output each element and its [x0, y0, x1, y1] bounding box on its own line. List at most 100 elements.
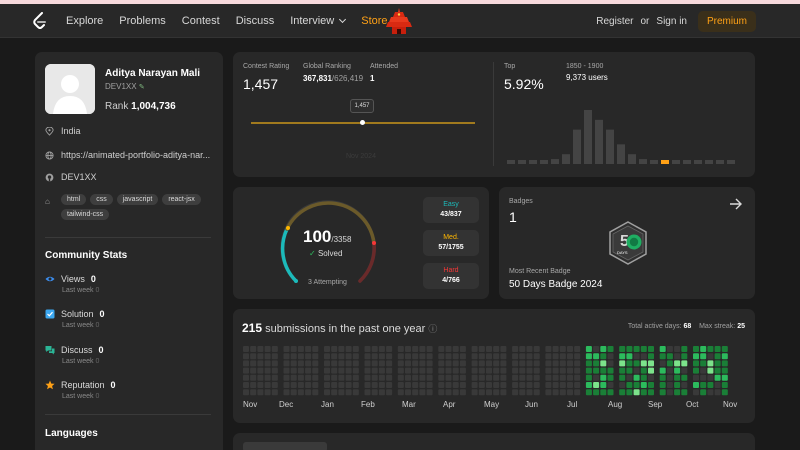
heatmap-cell[interactable] [648, 389, 654, 396]
heatmap-cell[interactable] [585, 389, 592, 396]
heatmap-cell[interactable] [640, 382, 647, 388]
heatmap-cell[interactable] [243, 389, 249, 396]
heatmap-cell[interactable] [452, 353, 459, 360]
heatmap-cell[interactable] [452, 389, 459, 396]
heatmap-cell[interactable] [519, 382, 526, 388]
heatmap-cell[interactable] [264, 353, 271, 360]
heatmap-cell[interactable] [552, 346, 559, 352]
heatmap-cell[interactable] [681, 367, 688, 374]
avatar[interactable] [45, 64, 95, 114]
heatmap-cell[interactable] [600, 367, 607, 374]
heatmap-cell[interactable] [297, 374, 304, 381]
heatmap-cell[interactable] [700, 389, 707, 396]
heatmap-cell[interactable] [600, 389, 607, 396]
heatmap-cell[interactable] [559, 353, 566, 360]
heatmap-cell[interactable] [345, 367, 352, 374]
heatmap-cell[interactable] [445, 367, 452, 374]
nav-explore[interactable]: Explore [66, 15, 104, 27]
heatmap-cell[interactable] [290, 360, 297, 367]
heatmap-cell[interactable] [500, 346, 507, 352]
heatmap-cell[interactable] [297, 353, 304, 360]
heatmap-cell[interactable] [600, 346, 607, 352]
heatmap-cell[interactable] [478, 360, 485, 367]
heatmap-cell[interactable] [693, 346, 699, 352]
heatmap-cell[interactable] [438, 382, 445, 388]
heatmap-cell[interactable] [471, 346, 478, 352]
heatmap-cell[interactable] [486, 367, 492, 374]
heatmap-cell[interactable] [619, 374, 626, 381]
heatmap-cell[interactable] [283, 353, 290, 360]
heatmap-cell[interactable] [585, 382, 592, 388]
heatmap-cell[interactable] [545, 346, 552, 352]
heatmap-cell[interactable] [693, 382, 699, 388]
heatmap-cell[interactable] [426, 367, 433, 374]
heatmap-cell[interactable] [666, 346, 673, 352]
heatmap-cell[interactable] [486, 382, 492, 388]
info-icon[interactable]: ⓘ [428, 324, 438, 334]
heatmap-cell[interactable] [633, 346, 640, 352]
heatmap-cell[interactable] [567, 382, 573, 388]
heatmap-cell[interactable] [257, 367, 264, 374]
heatmap-cell[interactable] [426, 360, 433, 367]
heatmap-cell[interactable] [297, 382, 304, 388]
heatmap-cell[interactable] [445, 353, 452, 360]
heatmap-cell[interactable] [512, 346, 519, 352]
heatmap-cell[interactable] [312, 367, 319, 374]
heatmap-cell[interactable] [593, 360, 600, 367]
heatmap-cell[interactable] [438, 353, 445, 360]
heatmap-cell[interactable] [500, 353, 507, 360]
heatmap-cell[interactable] [305, 389, 312, 396]
heatmap-cell[interactable] [519, 346, 526, 352]
heatmap-cell[interactable] [640, 374, 647, 381]
heatmap-cell[interactable] [648, 346, 654, 352]
heatmap-cell[interactable] [386, 382, 393, 388]
heatmap-cell[interactable] [545, 360, 552, 367]
heatmap-cell[interactable] [486, 374, 492, 381]
heatmap-cell[interactable] [312, 374, 319, 381]
heatmap-cell[interactable] [397, 374, 404, 381]
heatmap-cell[interactable] [626, 353, 633, 360]
heatmap-cell[interactable] [600, 360, 607, 367]
heatmap-cell[interactable] [659, 389, 666, 396]
heatmap-cell[interactable] [364, 367, 371, 374]
heatmap-cell[interactable] [338, 367, 345, 374]
heatmap-cell[interactable] [648, 353, 654, 360]
nav-store[interactable]: Store [361, 15, 400, 27]
heatmap-cell[interactable] [250, 360, 257, 367]
heatmap-cell[interactable] [338, 389, 345, 396]
heatmap-cell[interactable] [486, 346, 492, 352]
heatmap-cell[interactable] [559, 346, 566, 352]
heatmap-cell[interactable] [666, 360, 673, 367]
heatmap-cell[interactable] [619, 389, 626, 396]
heatmap-cell[interactable] [297, 360, 304, 367]
heatmap-cell[interactable] [493, 353, 500, 360]
heatmap-cell[interactable] [378, 346, 385, 352]
heatmap-cell[interactable] [512, 353, 519, 360]
heatmap-cell[interactable] [714, 353, 721, 360]
heatmap-cell[interactable] [600, 353, 607, 360]
heatmap-cell[interactable] [386, 367, 393, 374]
heatmap-cell[interactable] [607, 353, 614, 360]
heatmap-cell[interactable] [331, 360, 338, 367]
heatmap-cell[interactable] [693, 389, 699, 396]
heatmap-cell[interactable] [412, 346, 419, 352]
heatmap-cell[interactable] [626, 360, 633, 367]
heatmap-cell[interactable] [600, 382, 607, 388]
heatmap-cell[interactable] [264, 382, 271, 388]
heatmap-cell[interactable] [607, 389, 614, 396]
heatmap-cell[interactable] [567, 346, 573, 352]
heatmap-cell[interactable] [648, 367, 654, 374]
heatmap-cell[interactable] [567, 374, 573, 381]
heatmap-cell[interactable] [459, 360, 466, 367]
heatmap-cell[interactable] [681, 360, 688, 367]
hard-stat[interactable]: Hard 4/766 [423, 263, 479, 289]
heatmap-cell[interactable] [250, 346, 257, 352]
heatmap-cell[interactable] [445, 389, 452, 396]
heatmap-cell[interactable] [371, 346, 378, 352]
heatmap-cell[interactable] [345, 360, 352, 367]
heatmap-cell[interactable] [626, 367, 633, 374]
heatmap-cell[interactable] [445, 346, 452, 352]
heatmap-cell[interactable] [364, 360, 371, 367]
heatmap-cell[interactable] [271, 346, 278, 352]
heatmap-cell[interactable] [271, 374, 278, 381]
